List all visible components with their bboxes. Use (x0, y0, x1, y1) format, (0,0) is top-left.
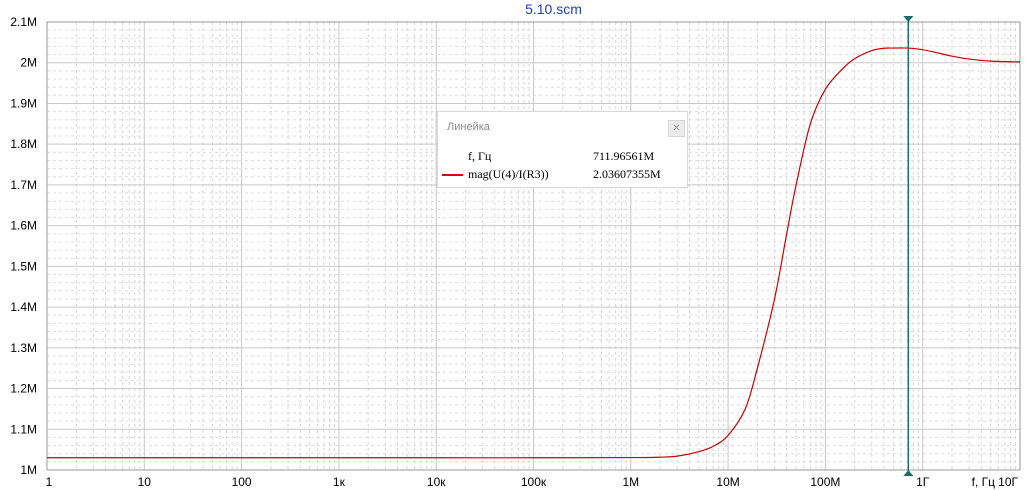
y-tick-label: 1.6M (10, 219, 37, 233)
ruler-panel[interactable]: Линейка ✕ f, Гц 711.96561M mag(U(4)/I(R3… (437, 111, 688, 188)
y-tick-label: 1.2M (10, 382, 37, 396)
chart-title: 5.10.scm (525, 1, 582, 17)
close-icon[interactable]: ✕ (668, 120, 685, 137)
plot-frame (46, 21, 1021, 471)
x-tick-label: 10М (716, 475, 739, 489)
ruler-magnitude-value: 2.03607355M (593, 167, 661, 181)
x-tick-label: 1М (622, 475, 639, 489)
y-tick-label: 1.4M (10, 300, 37, 314)
ruler-title: Линейка (447, 121, 490, 133)
x-axis-label: f, Гц (972, 475, 996, 489)
y-tick-label: 1.5M (10, 259, 37, 273)
y-tick-label: 2M (20, 56, 37, 70)
x-tick-label: 1к (333, 475, 346, 489)
x-tick-label: 1Г (916, 475, 930, 489)
y-axis-ticks: 1M 1.1M 1.2M 1.3M 1.4M 1.5M 1.6M 1.7M 1.8M 1.9M 2M… (10, 15, 37, 477)
y-tick-label: 2.1M (10, 15, 37, 29)
ruler-frequency-value: 711.96561M (593, 149, 655, 163)
series-swatch (442, 174, 463, 176)
x-tick-label: 100М (810, 475, 840, 489)
y-tick-label: 1.8M (10, 137, 37, 151)
ruler-row-frequency: f, Гц 711.96561M (438, 149, 687, 165)
x-tick-label: 10Г (998, 475, 1018, 489)
cursor[interactable] (903, 16, 914, 476)
x-tick-label: 10 (138, 475, 152, 489)
cursor-top-marker (903, 16, 914, 22)
y-tick-label: 1.1M (10, 422, 37, 436)
ruler-row-magnitude: mag(U(4)/I(R3)) 2.03607355M (438, 167, 687, 183)
ruler-frequency-label: f, Гц (468, 149, 492, 163)
x-tick-label: 10к (427, 475, 446, 489)
y-tick-label: 1.7M (10, 178, 37, 192)
x-tick-label: 100 (232, 475, 252, 489)
y-tick-label: 1.9M (10, 96, 37, 110)
series-group (47, 47, 1021, 459)
y-tick-label: 1M (20, 463, 37, 477)
y-tick-label: 1.3M (10, 341, 37, 355)
cursor-bottom-marker (903, 470, 914, 476)
grid (47, 22, 1020, 470)
series-line (47, 47, 1021, 459)
x-tick-label: 1 (46, 475, 53, 489)
ruler-magnitude-label: mag(U(4)/I(R3)) (468, 167, 549, 181)
x-tick-label: 100к (521, 475, 547, 489)
